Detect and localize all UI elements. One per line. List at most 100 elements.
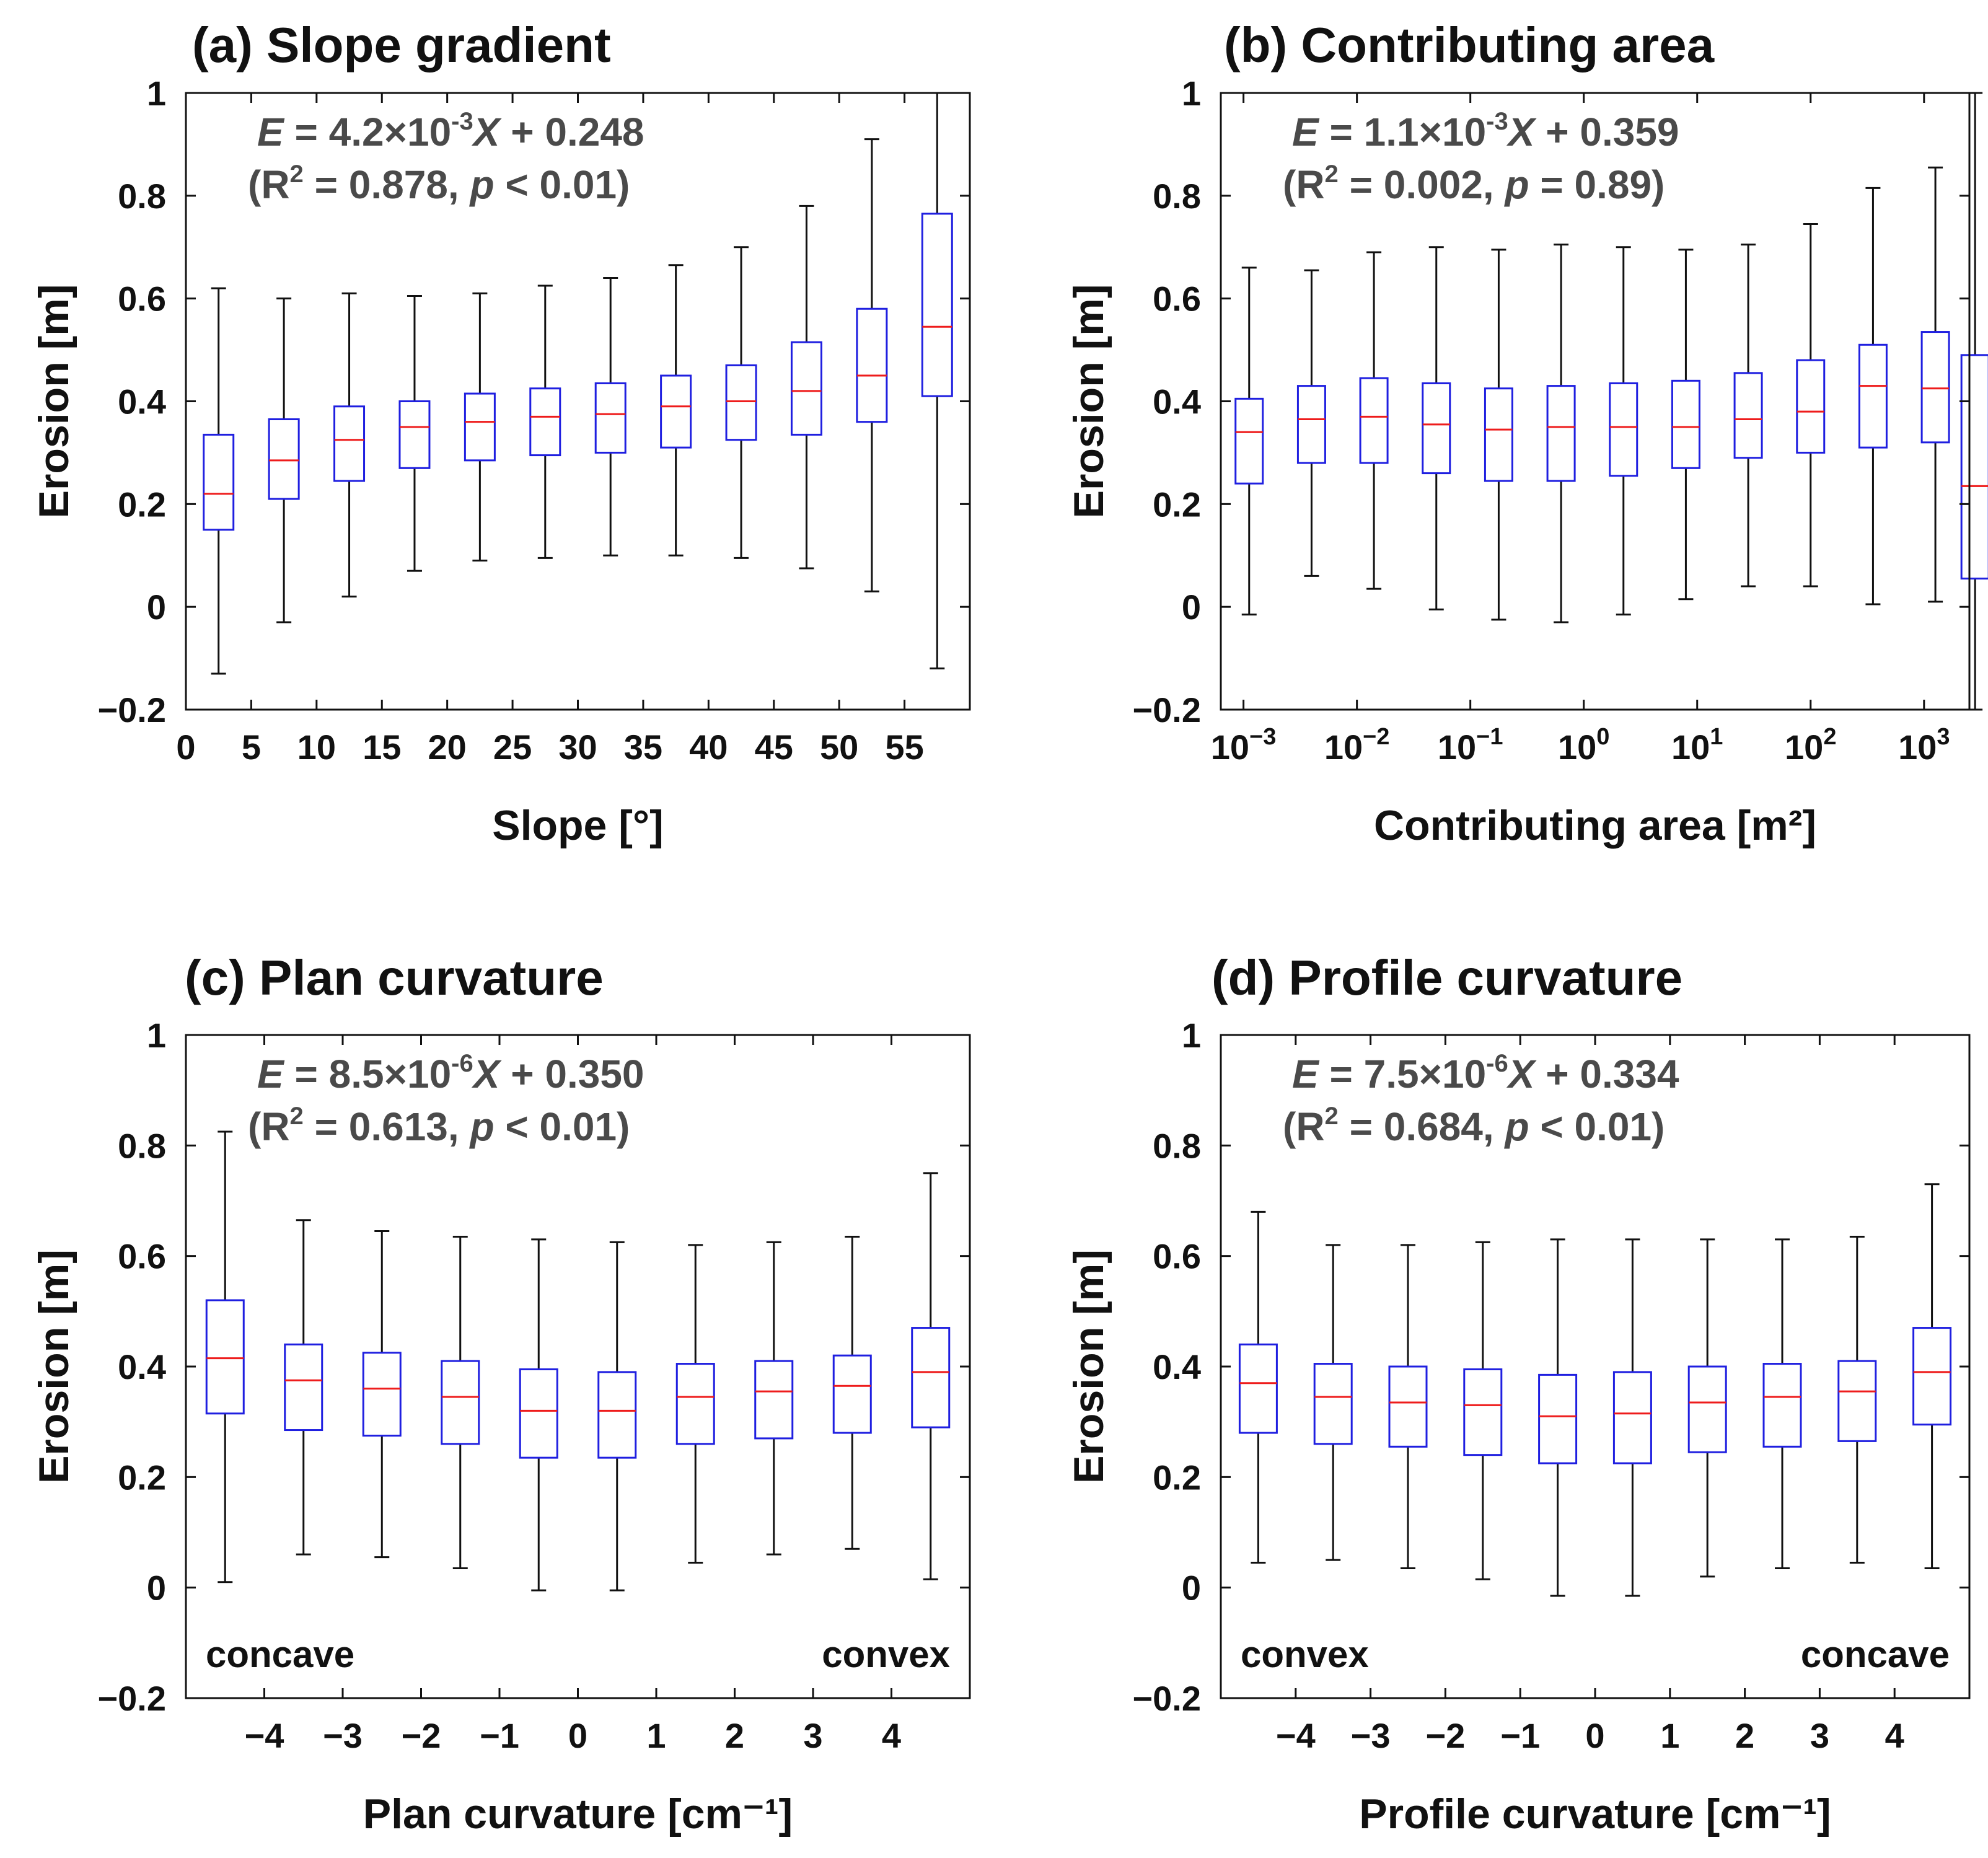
x-tick-label: 3 — [803, 1716, 822, 1755]
box-4 — [464, 292, 496, 562]
x-axis-label: Profile curvature [cm⁻¹] — [1359, 1790, 1831, 1838]
iqr-box — [398, 400, 431, 469]
x-tick-label: 0 — [568, 1716, 587, 1755]
panel-title: (c) Plan curvature — [185, 950, 604, 1005]
iqr-box — [1296, 385, 1326, 464]
y-tick-label: 0 — [1182, 588, 1201, 627]
box-5 — [529, 284, 561, 559]
x-tick-label: 0 — [176, 728, 195, 767]
box-3 — [1422, 246, 1451, 610]
x-tick-label: 30 — [558, 728, 597, 767]
iqr-box — [1687, 1365, 1727, 1453]
y-tick-label: 0.4 — [118, 382, 166, 421]
x-tick-label: −2 — [402, 1716, 441, 1755]
iqr-box — [1762, 1363, 1802, 1448]
box-2 — [362, 1230, 402, 1559]
y-tick-label: 0.2 — [1153, 1458, 1201, 1497]
y-tick-label: 0.4 — [1153, 382, 1201, 421]
iqr-box — [362, 1352, 402, 1437]
iqr-box — [205, 1299, 245, 1415]
x-tick-label: 1 — [646, 1716, 666, 1755]
y-tick-label: 0.8 — [118, 1126, 166, 1165]
iqr-box — [660, 374, 692, 449]
y-tick-label: 0.6 — [1153, 1237, 1201, 1276]
y-tick-label: 0.2 — [118, 485, 166, 524]
iqr-box — [1796, 359, 1826, 454]
x-tick-label: 4 — [882, 1716, 901, 1755]
y-tick-label: −0.2 — [97, 1679, 166, 1718]
panel-title: (a) Slope gradient — [192, 17, 611, 73]
iqr-box — [333, 405, 366, 482]
panel-title: (d) Profile curvature — [1212, 950, 1682, 1005]
y-tick-label: 0.2 — [118, 1458, 166, 1497]
x-tick-label: −4 — [1276, 1716, 1316, 1755]
iqr-box — [675, 1363, 715, 1445]
x-tick-label: 10−1 — [1438, 724, 1503, 767]
iqr-box — [1912, 1327, 1952, 1426]
panel-d: (d) Profile curvature E = 7.5×10-6X + 0.3… — [1065, 950, 1971, 1838]
iqr-box — [594, 382, 627, 454]
y-tick-label: 0.8 — [118, 177, 166, 216]
box-9 — [911, 1172, 951, 1580]
box-7 — [660, 264, 692, 557]
iqr-box — [1359, 377, 1389, 464]
x-tick-label: 10−2 — [1324, 724, 1390, 767]
iqr-box — [1612, 1371, 1652, 1464]
box-7 — [1762, 1238, 1802, 1569]
iqr-box — [284, 1343, 323, 1432]
x-tick-label: −3 — [1351, 1716, 1391, 1755]
box-1 — [284, 1219, 323, 1556]
y-tick-label: −0.2 — [1132, 1679, 1201, 1718]
box-5 — [597, 1241, 637, 1592]
box-8 — [1837, 1235, 1877, 1564]
y-tick-label: 0 — [147, 1569, 166, 1608]
box-9 — [1796, 222, 1826, 588]
panel-a: (a) Slope gradient E = 4.2×10-3X + 0.248 (… — [30, 17, 971, 849]
box-6 — [675, 1244, 715, 1564]
iqr-box — [921, 213, 953, 397]
box-3 — [441, 1235, 480, 1569]
iqr-box — [754, 1360, 794, 1440]
y-tick-label: −0.2 — [1132, 690, 1201, 729]
box-6 — [1609, 246, 1638, 616]
iqr-box — [790, 341, 822, 436]
x-tick-label: 4 — [1885, 1716, 1904, 1755]
box-9 — [790, 205, 822, 570]
iqr-box — [856, 307, 888, 423]
x-tick-label: 15 — [363, 728, 401, 767]
x-tick-label: 1 — [1660, 1716, 1679, 1755]
box-11 — [921, 92, 953, 670]
box-2 — [1388, 1244, 1428, 1569]
x-tick-label: −1 — [1500, 1716, 1540, 1755]
box-8 — [1733, 244, 1763, 588]
y-tick-label: 0.8 — [1153, 177, 1201, 216]
x-tick-label: 10−3 — [1211, 724, 1277, 767]
iqr-box — [519, 1368, 558, 1459]
x-tick-label: 20 — [428, 728, 467, 767]
y-tick-label: 0.6 — [1153, 280, 1201, 319]
x-tick-label: 45 — [755, 728, 793, 767]
box-0 — [205, 1130, 245, 1583]
box-7 — [1671, 249, 1700, 601]
iqr-box — [1733, 372, 1763, 459]
box-10 — [856, 138, 888, 592]
x-tick-label: 50 — [820, 728, 858, 767]
regression-stats: (R2 = 0.002, p = 0.89) — [1283, 161, 1665, 207]
iqr-box — [1671, 379, 1700, 469]
corner-label-right: concave — [1801, 1634, 1950, 1675]
y-axis-label: Erosion [m] — [1065, 1249, 1112, 1484]
x-tick-label: −1 — [480, 1716, 519, 1755]
iqr-box — [268, 418, 300, 500]
box-4 — [519, 1238, 558, 1592]
iqr-box — [1484, 387, 1513, 482]
box-6 — [594, 277, 627, 557]
x-tick-label: 101 — [1671, 724, 1723, 767]
y-tick-label: 1 — [147, 1016, 166, 1055]
box-0 — [1234, 266, 1264, 616]
box-3 — [1463, 1241, 1503, 1580]
x-tick-label: 5 — [242, 728, 261, 767]
box-12 — [1960, 92, 1988, 711]
y-tick-label: −0.2 — [97, 690, 166, 729]
box-1 — [268, 297, 300, 623]
